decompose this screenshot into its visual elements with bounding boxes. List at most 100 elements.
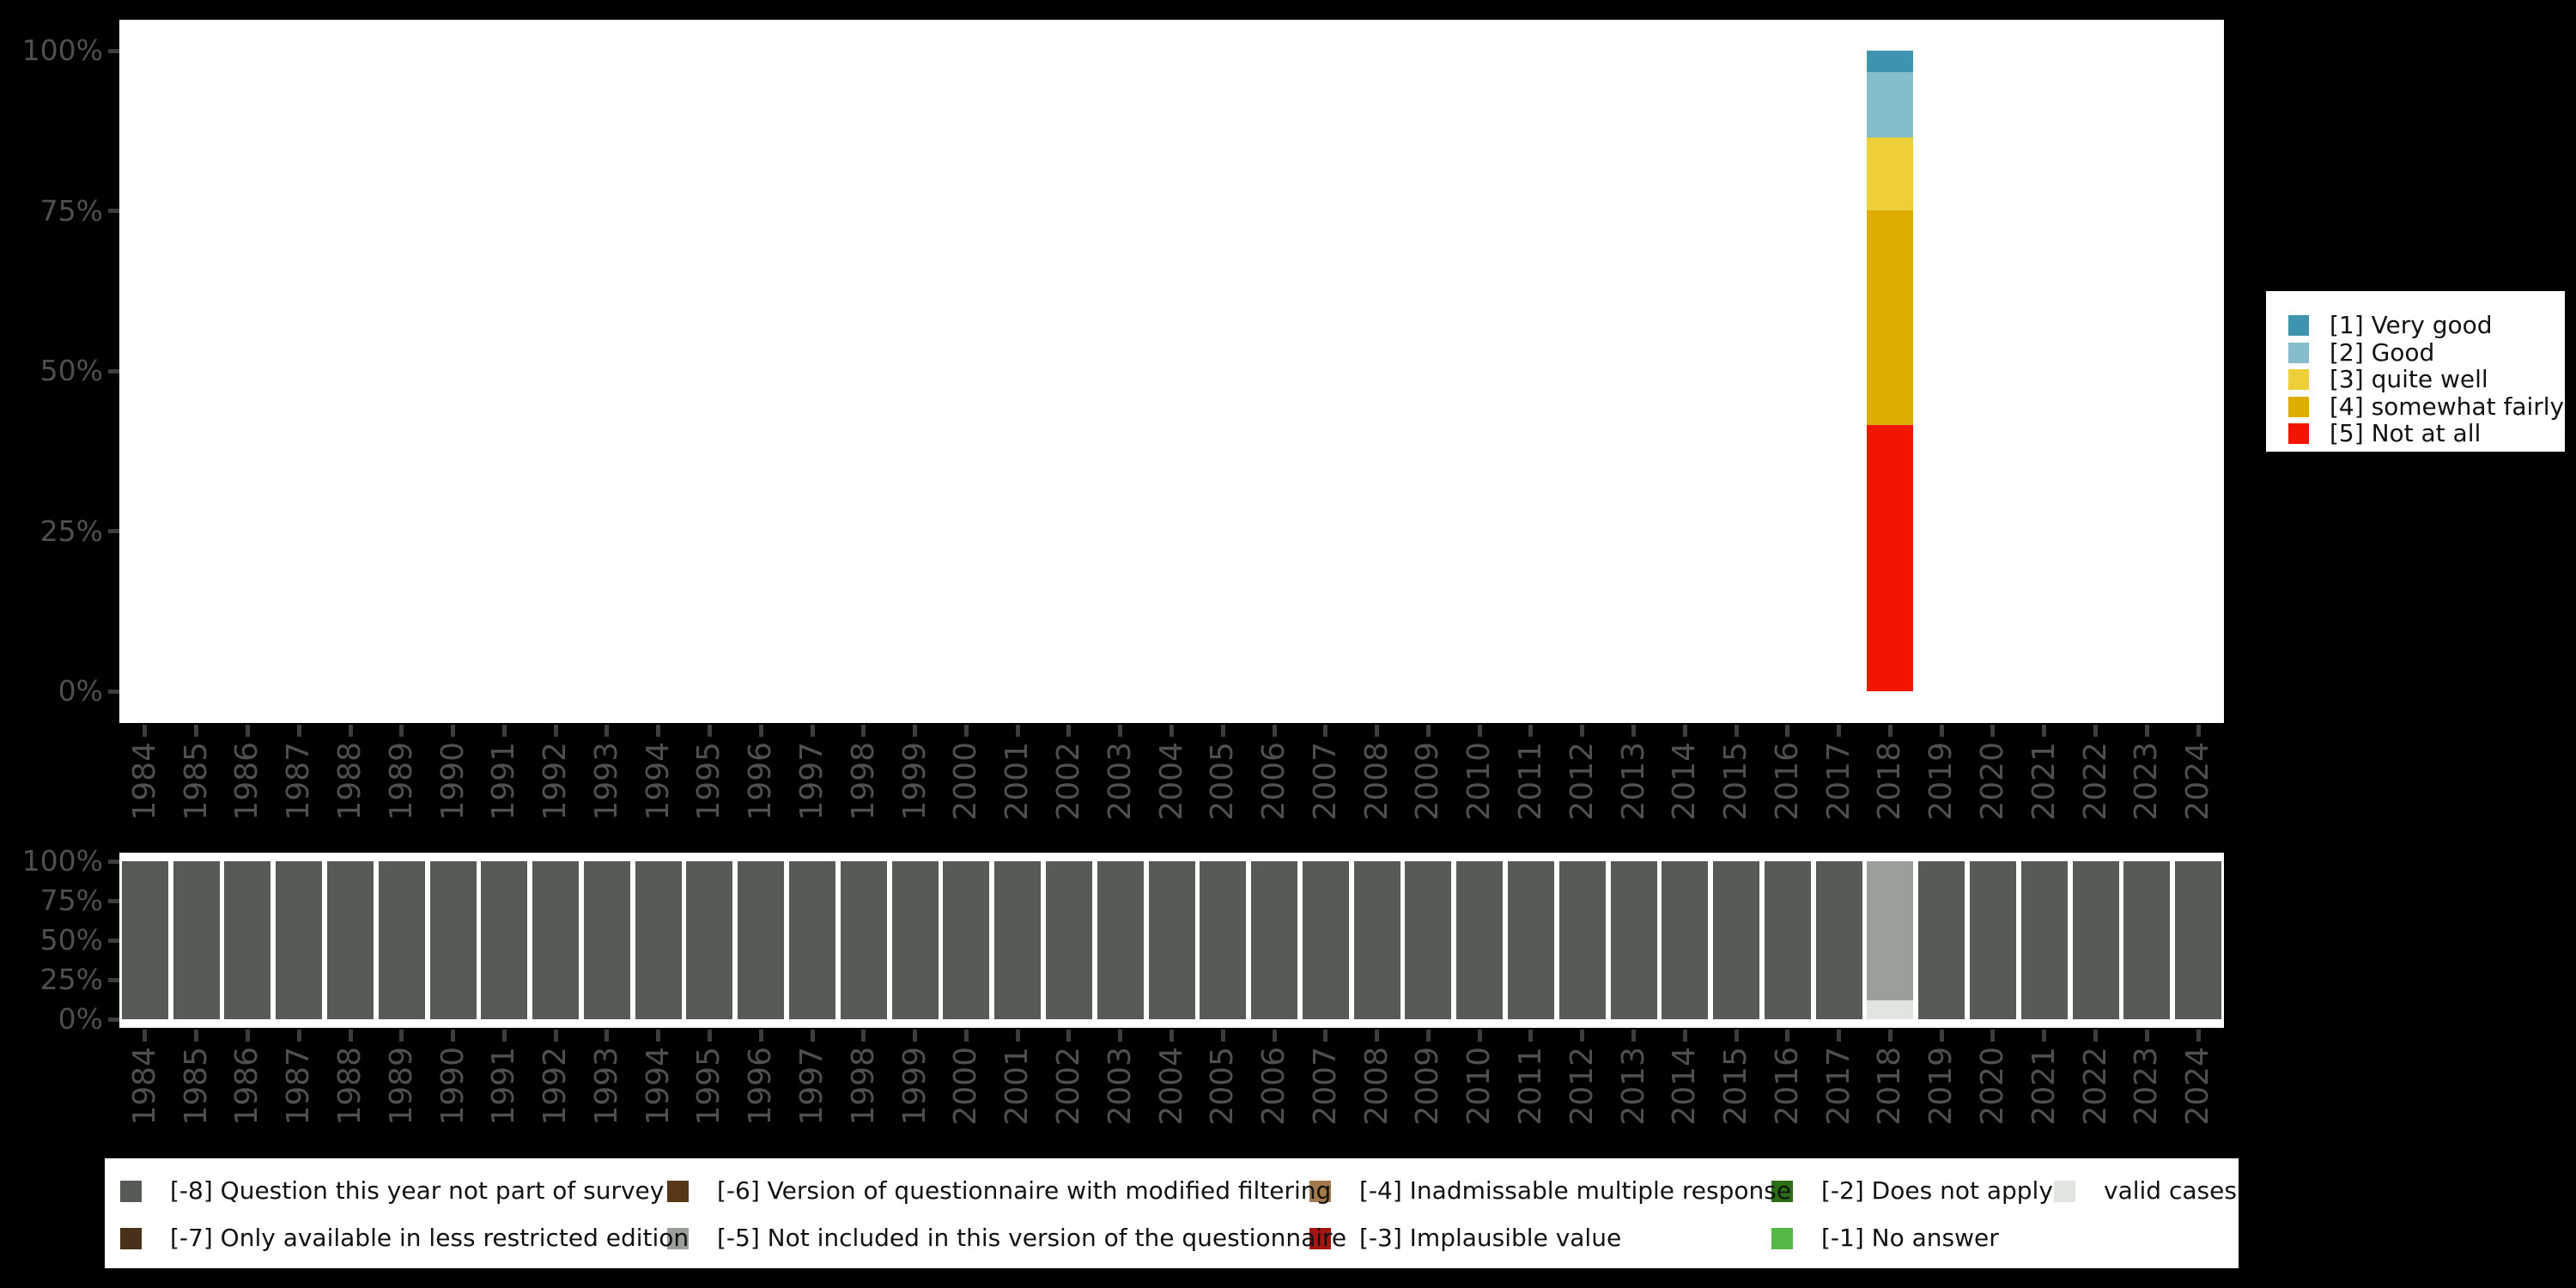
bar-segment[interactable] bbox=[1815, 861, 1862, 1019]
x-axis-tick bbox=[1425, 725, 1431, 737]
bar-segment[interactable] bbox=[1456, 861, 1504, 1019]
x-axis-year-label: 2011 bbox=[1512, 1047, 1548, 1126]
bar-segment[interactable] bbox=[378, 861, 425, 1019]
x-axis-year-label: 2018 bbox=[1872, 742, 1908, 821]
legend-item: [5] Not at all bbox=[2288, 420, 2546, 447]
bar-segment[interactable] bbox=[635, 861, 682, 1019]
bar-segment[interactable] bbox=[1662, 861, 1709, 1019]
legend-swatch bbox=[667, 1181, 689, 1202]
legend-swatch bbox=[2288, 342, 2309, 363]
bar-segment[interactable] bbox=[327, 861, 374, 1019]
x-axis-tick bbox=[1170, 1030, 1174, 1042]
bar-segment[interactable] bbox=[1200, 861, 1247, 1019]
bar-segment[interactable] bbox=[1867, 424, 1914, 691]
x-axis-tick bbox=[1323, 725, 1328, 737]
y-axis-tick bbox=[108, 938, 119, 943]
bar-segment[interactable] bbox=[1610, 861, 1657, 1019]
x-axis-year-label: 2019 bbox=[1923, 742, 1959, 821]
bar-segment[interactable] bbox=[1867, 137, 1914, 210]
bar-segment[interactable] bbox=[891, 861, 939, 1019]
x-axis-year-label: 2024 bbox=[2180, 742, 2216, 821]
x-axis-year-label: 1984 bbox=[126, 1047, 162, 1126]
bar-segment[interactable] bbox=[583, 861, 630, 1019]
x-axis-tick bbox=[913, 725, 918, 737]
bar-segment[interactable] bbox=[1507, 861, 1554, 1019]
bar-segment[interactable] bbox=[1713, 861, 1760, 1019]
bar-segment[interactable] bbox=[1867, 51, 1914, 73]
bar-segment[interactable] bbox=[789, 861, 836, 1019]
x-axis-year-label: 2023 bbox=[2129, 742, 2165, 821]
x-axis-year-label: 1994 bbox=[640, 742, 676, 821]
bar-segment[interactable] bbox=[1148, 861, 1195, 1019]
bar-segment[interactable] bbox=[481, 861, 528, 1019]
legend-item-label: [-4] Inadmissable multiple response bbox=[1359, 1176, 1792, 1205]
bar-segment[interactable] bbox=[686, 861, 733, 1019]
bar-segment[interactable] bbox=[1353, 861, 1400, 1019]
y-axis-tick bbox=[108, 529, 119, 533]
bar-segment[interactable] bbox=[1867, 861, 1914, 1000]
x-axis-year-label: 2000 bbox=[948, 1047, 984, 1126]
bar-segment[interactable] bbox=[1251, 861, 1298, 1019]
x-axis-tick bbox=[1631, 725, 1637, 737]
x-axis-tick bbox=[1477, 1030, 1482, 1042]
x-axis-tick bbox=[656, 725, 661, 737]
bar-segment[interactable] bbox=[1558, 861, 1606, 1019]
x-axis-tick bbox=[2042, 1030, 2047, 1042]
x-axis-tick bbox=[913, 1030, 918, 1042]
legend-item-label: [-8] Question this year not part of surv… bbox=[170, 1176, 665, 1205]
x-axis-year-label: 2018 bbox=[1872, 1047, 1908, 1126]
bar-segment[interactable] bbox=[1918, 861, 1965, 1019]
bar-segment[interactable] bbox=[1302, 861, 1349, 1019]
legend-item-label: [-1] No answer bbox=[1821, 1224, 1999, 1252]
x-axis-year-label: 2006 bbox=[1256, 742, 1292, 821]
x-axis-year-label: 1996 bbox=[743, 1047, 779, 1126]
x-axis-year-label: 1984 bbox=[126, 742, 162, 821]
bar-segment[interactable] bbox=[1867, 210, 1914, 425]
bar-segment[interactable] bbox=[994, 861, 1042, 1019]
bar-segment[interactable] bbox=[2072, 861, 2119, 1019]
x-axis-year-label: 2004 bbox=[1153, 742, 1189, 821]
x-axis-year-label: 2017 bbox=[1820, 742, 1856, 821]
x-axis-year-label: 2021 bbox=[2026, 1047, 2062, 1126]
bar-segment[interactable] bbox=[840, 861, 887, 1019]
bar-segment[interactable] bbox=[2175, 861, 2222, 1019]
valid-answers-plot-area bbox=[119, 20, 2224, 723]
x-axis-year-label: 2008 bbox=[1358, 1047, 1394, 1126]
bar-segment[interactable] bbox=[1969, 861, 2016, 1019]
x-axis-tick bbox=[1939, 725, 1944, 737]
bar-segment[interactable] bbox=[224, 861, 271, 1019]
bar-segment[interactable] bbox=[173, 861, 220, 1019]
answer-categories-legend: [1] Very good [2] Good [3] quite well [4] s… bbox=[2266, 291, 2565, 452]
x-axis-tick bbox=[1734, 725, 1739, 737]
bar-segment[interactable] bbox=[1867, 999, 1914, 1019]
x-axis-tick bbox=[1528, 725, 1534, 737]
x-axis-year-label: 2014 bbox=[1667, 1047, 1703, 1126]
bar-segment[interactable] bbox=[1097, 861, 1144, 1019]
bar-segment[interactable] bbox=[532, 861, 580, 1019]
bar-segment[interactable] bbox=[276, 861, 323, 1019]
bar-segment[interactable] bbox=[1764, 861, 1811, 1019]
bar-segment[interactable] bbox=[121, 861, 168, 1019]
missing-values-plot-area bbox=[119, 853, 2224, 1028]
bar-segment[interactable] bbox=[943, 861, 990, 1019]
bar-segment[interactable] bbox=[1405, 861, 1452, 1019]
bar-segment[interactable] bbox=[429, 861, 477, 1019]
x-axis-year-label: 1998 bbox=[845, 1047, 881, 1126]
bar-segment[interactable] bbox=[2020, 861, 2068, 1019]
bar-segment[interactable] bbox=[738, 861, 785, 1019]
x-axis-year-label: 2010 bbox=[1461, 742, 1498, 821]
x-axis-tick bbox=[2093, 1030, 2099, 1042]
x-axis-tick bbox=[1631, 1030, 1637, 1042]
x-axis-tick bbox=[245, 725, 250, 737]
x-axis-tick bbox=[348, 725, 353, 737]
x-axis-year-label: 1986 bbox=[229, 1047, 265, 1126]
x-axis-tick bbox=[399, 725, 404, 737]
bar-segment[interactable] bbox=[1045, 861, 1092, 1019]
x-axis-year-label: 2003 bbox=[1102, 1047, 1138, 1126]
x-axis-year-label: 1993 bbox=[588, 742, 624, 821]
x-axis-tick bbox=[1477, 725, 1482, 737]
bar-segment[interactable] bbox=[1867, 72, 1914, 137]
bar-segment[interactable] bbox=[2123, 861, 2171, 1019]
x-axis-tick bbox=[810, 1030, 815, 1042]
x-axis-tick bbox=[451, 725, 456, 737]
